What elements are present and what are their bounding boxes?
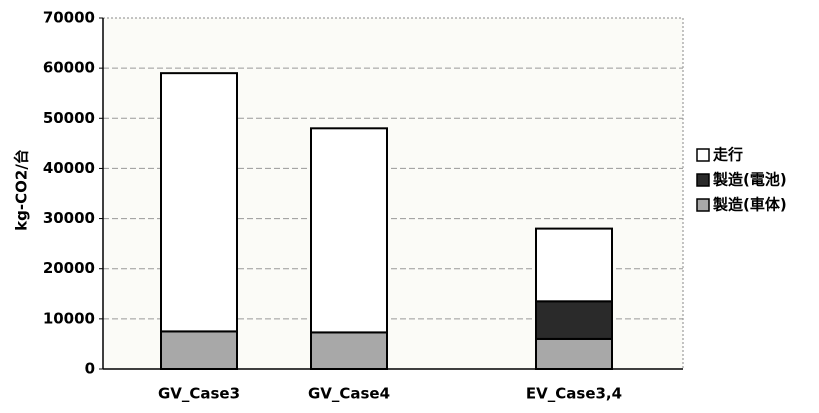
y-tick-label: 60000	[43, 59, 95, 77]
x-tick-label: GV_Case3	[158, 385, 240, 403]
y-tick-label: 70000	[43, 9, 95, 27]
y-tick-label: 10000	[43, 309, 95, 327]
x-tick-label: GV_Case4	[308, 385, 390, 403]
legend-label: 製造(車体)	[712, 196, 787, 214]
bar-segment	[160, 330, 238, 370]
bar-segment	[160, 72, 238, 333]
bar-segment	[535, 300, 613, 340]
y-axis-label: kg-CO2/台	[13, 149, 31, 231]
bar-segment	[535, 337, 613, 370]
bar-segment	[310, 127, 388, 334]
bar-segment	[535, 227, 613, 303]
y-tick-label: 20000	[43, 259, 95, 277]
y-tick-label: 0	[85, 360, 95, 378]
y-tick-label: 50000	[43, 109, 95, 127]
legend-swatch	[696, 198, 710, 212]
y-tick-label: 30000	[43, 209, 95, 227]
y-tick-label: 40000	[43, 159, 95, 177]
legend-label: 製造(電池)	[712, 171, 787, 189]
legend-swatch	[696, 148, 710, 162]
legend-label: 走行	[713, 146, 743, 164]
bar-segment	[310, 331, 388, 371]
x-tick-label: EV_Case3,4	[526, 385, 622, 403]
legend-swatch	[696, 173, 710, 187]
